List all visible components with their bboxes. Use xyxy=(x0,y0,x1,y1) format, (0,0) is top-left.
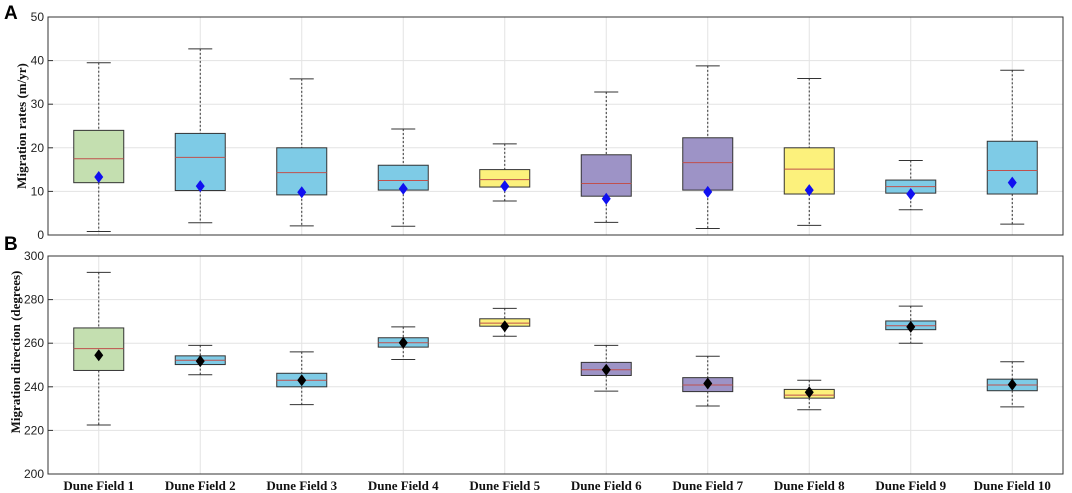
box-5 xyxy=(479,307,531,337)
x-category-label: Dune Field 8 xyxy=(774,478,845,493)
mean-marker xyxy=(297,186,307,199)
box-6 xyxy=(580,344,632,392)
panel-label-b: B xyxy=(4,234,18,255)
mean-marker xyxy=(703,377,713,390)
mean-marker xyxy=(804,184,814,197)
box-1 xyxy=(73,271,125,426)
y-axis-title-migration-direction: Migration direction (degrees) xyxy=(8,271,23,434)
iqr-box xyxy=(682,137,734,191)
mean-marker xyxy=(195,355,205,368)
box-10 xyxy=(986,69,1038,225)
mean-marker xyxy=(500,320,510,333)
x-category-label: Dune Field 1 xyxy=(63,478,134,493)
mean-marker xyxy=(1007,176,1017,189)
mean-marker xyxy=(94,349,104,362)
box-2 xyxy=(174,344,226,376)
panel-a-migration-rates: A Migration rates (m/yr) 0 10 20 30 40 50 xyxy=(4,3,1064,242)
y-tick-label: 10 xyxy=(31,184,45,198)
axes-frame xyxy=(47,16,1064,236)
box-4 xyxy=(377,128,429,227)
mean-marker xyxy=(601,192,611,205)
y-tick-label: 200 xyxy=(24,467,44,481)
x-category-label: Dune Field 10 xyxy=(974,478,1051,493)
mean-marker xyxy=(500,180,510,193)
mean-marker xyxy=(703,185,713,198)
panel-label-a: A xyxy=(4,3,18,24)
mean-marker xyxy=(94,171,104,184)
plot-area-a: 0 10 20 30 40 50 xyxy=(31,10,1064,242)
y-tick-label: 280 xyxy=(24,293,44,307)
mean-marker xyxy=(906,188,916,201)
mean-marker xyxy=(398,336,408,349)
axes-frame xyxy=(47,255,1064,475)
box-6 xyxy=(580,91,632,223)
y-tick-label: 20 xyxy=(31,141,45,155)
mean-marker xyxy=(601,363,611,376)
y-tick-label: 50 xyxy=(31,10,45,24)
x-category-label: Dune Field 5 xyxy=(469,478,540,493)
x-category-label: Dune Field 9 xyxy=(875,478,946,493)
box-3 xyxy=(276,78,328,227)
box-7 xyxy=(682,355,734,407)
box-9 xyxy=(885,305,937,344)
y-tick-label: 220 xyxy=(24,423,44,437)
mean-marker xyxy=(195,180,205,193)
y-tick-label: 260 xyxy=(24,336,44,350)
box-7 xyxy=(682,65,734,229)
mean-marker xyxy=(297,374,307,387)
box-1 xyxy=(73,62,125,233)
y-tick-label: 0 xyxy=(37,228,44,242)
mean-marker xyxy=(804,386,814,399)
box-8 xyxy=(783,77,835,226)
box-4 xyxy=(377,326,429,361)
y-axis-title-migration-rates: Migration rates (m/yr) xyxy=(14,63,29,189)
box-9 xyxy=(885,159,937,211)
mean-marker xyxy=(398,182,408,195)
plot-area-b: 200 220 240 260 280 300 Dune Field 1 Dune Field… xyxy=(24,249,1064,493)
x-category-label: Dune Field 7 xyxy=(672,478,743,493)
box-2 xyxy=(174,48,226,224)
box-3 xyxy=(276,351,328,406)
box-10 xyxy=(986,361,1038,408)
iqr-box xyxy=(580,154,632,197)
y-tick-label: 30 xyxy=(31,97,45,111)
x-category-label: Dune Field 4 xyxy=(368,478,439,493)
x-category-label: Dune Field 6 xyxy=(571,478,642,493)
box-8 xyxy=(783,379,835,411)
x-category-label: Dune Field 2 xyxy=(165,478,236,493)
mean-marker xyxy=(906,320,916,333)
x-category-label: Dune Field 3 xyxy=(266,478,337,493)
mean-marker xyxy=(1007,378,1017,391)
y-tick-label: 40 xyxy=(31,54,45,68)
panel-b-migration-direction: B Migration direction (degrees) 200 220 24… xyxy=(4,234,1064,493)
box-5 xyxy=(479,143,531,202)
y-tick-label: 240 xyxy=(24,380,44,394)
y-tick-label: 300 xyxy=(24,249,44,263)
